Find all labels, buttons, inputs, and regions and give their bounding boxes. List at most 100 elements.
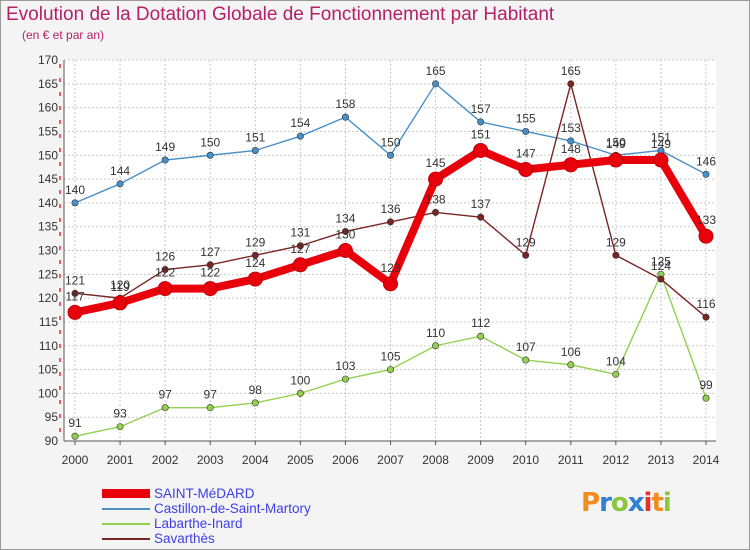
y-tick-label: 150 [38, 148, 58, 162]
data-label: 149 [155, 140, 175, 154]
y-tick-label: 170 [38, 53, 58, 67]
data-label: 131 [290, 226, 310, 240]
chart-title: Evolution de la Dotation Globale de Fonc… [6, 4, 555, 25]
series-2-point [341, 375, 349, 383]
legend-swatch-labarthe [102, 523, 150, 525]
data-label: 151 [471, 127, 491, 141]
legend-swatch-saint-medard [102, 489, 150, 498]
data-label: 138 [426, 192, 446, 206]
data-label: 119 [111, 280, 130, 294]
series-0-point [698, 228, 714, 244]
series-0-point [112, 295, 128, 311]
data-label: 97 [158, 388, 172, 402]
data-label: 149 [606, 137, 626, 151]
x-tick-label: 2014 [693, 453, 720, 467]
data-label: 104 [606, 354, 626, 368]
legend-swatch-castillon [102, 508, 150, 510]
x-tick-label: 2007 [377, 453, 404, 467]
series-0-point [202, 281, 218, 297]
data-label: 165 [561, 64, 581, 78]
series-2-point [477, 332, 485, 340]
series-3-point [296, 242, 304, 250]
data-label: 125 [651, 254, 671, 268]
series-3-point [386, 218, 394, 226]
data-label: 144 [110, 164, 130, 178]
x-tick-label: 2003 [197, 453, 224, 467]
x-tick-label: 2012 [603, 453, 630, 467]
series-1-point [567, 137, 575, 145]
legend-label: SAINT-MéDARD [154, 486, 255, 501]
data-label: 123 [380, 261, 400, 275]
y-tick-label: 95 [45, 410, 59, 424]
series-2-point [702, 394, 710, 402]
series-2-point [116, 423, 124, 431]
series-0-point [428, 171, 444, 187]
y-tick-label: 165 [38, 77, 58, 91]
logo-letter: i [643, 488, 653, 518]
data-label: 129 [606, 235, 626, 249]
series-2-point [612, 370, 620, 378]
data-label: 99 [699, 378, 713, 392]
data-label: 151 [245, 130, 265, 144]
series-1-point [702, 170, 710, 178]
y-tick-label: 120 [38, 291, 58, 305]
series-0-point [292, 257, 308, 273]
series-1-point [161, 156, 169, 164]
series-1-point [206, 151, 214, 159]
x-tick-label: 2013 [648, 453, 675, 467]
data-label: 117 [65, 289, 84, 303]
x-tick-label: 2011 [558, 453, 584, 467]
y-tick-label: 110 [39, 339, 58, 353]
data-label: 97 [204, 388, 218, 402]
series-2-point [71, 432, 79, 440]
series-2-point [386, 366, 394, 374]
data-label: 122 [155, 266, 175, 280]
legend-label: Castillon-de-Saint-Martory [154, 501, 311, 516]
series-3-point [702, 313, 710, 321]
data-label: 147 [516, 147, 536, 161]
y-tick-label: 160 [38, 101, 58, 115]
y-tick-label: 115 [39, 315, 58, 329]
y-tick-label: 155 [38, 124, 58, 138]
series-0-point [473, 142, 489, 158]
y-tick-label: 145 [38, 172, 58, 186]
series-3-point [206, 261, 214, 269]
series-0-point [157, 281, 173, 297]
data-label: 149 [651, 137, 671, 151]
x-tick-label: 2000 [62, 453, 89, 467]
series-0-point [653, 152, 669, 168]
y-tick-label: 125 [38, 267, 58, 281]
data-label: 154 [290, 116, 310, 130]
x-tick-label: 2008 [422, 453, 449, 467]
data-label: 126 [155, 250, 175, 264]
series-1-point [386, 151, 394, 159]
data-label: 148 [561, 142, 581, 156]
x-tick-label: 2009 [467, 453, 494, 467]
data-label: 137 [471, 197, 491, 211]
series-0-point [608, 152, 624, 168]
data-label: 120 [110, 278, 130, 292]
series-1-point [341, 113, 349, 121]
series-2-point [161, 404, 169, 412]
data-label: 121 [65, 273, 85, 287]
series-1-point [432, 80, 440, 88]
series-2-point [567, 361, 575, 369]
series-3-point [71, 289, 79, 297]
data-label: 93 [113, 407, 127, 421]
data-label: 105 [380, 350, 400, 364]
x-tick-label: 2005 [287, 453, 314, 467]
y-tick-label: 100 [38, 386, 58, 400]
x-tick-label: 2004 [242, 453, 269, 467]
proxiti-logo: Proxiti [581, 488, 672, 518]
series-2-point [432, 342, 440, 350]
data-label: 129 [245, 235, 265, 249]
data-label: 91 [68, 416, 82, 430]
logo-letter: P [581, 488, 600, 518]
x-tick-label: 2010 [512, 453, 539, 467]
series-3-point [251, 251, 259, 259]
series-3-point [161, 266, 169, 274]
series-layer [67, 80, 714, 440]
series-3-point [522, 251, 530, 259]
